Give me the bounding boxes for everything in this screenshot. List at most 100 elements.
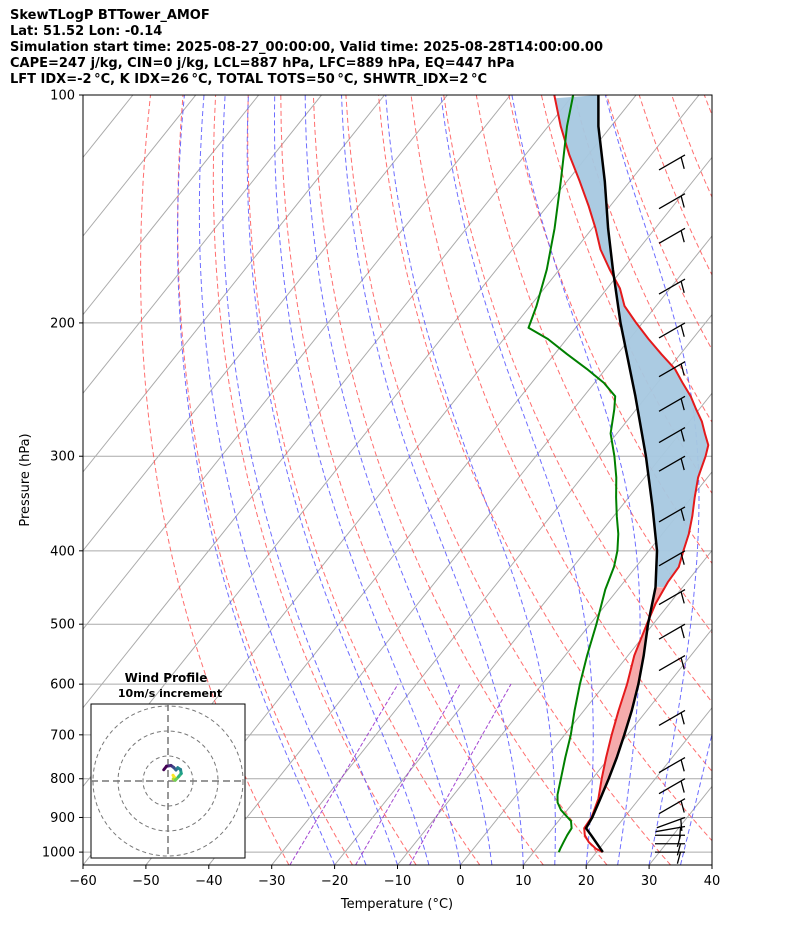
x-tick-label: −60	[69, 874, 96, 889]
wind-barb	[655, 851, 685, 864]
hodograph-subtitle: 10m/s increment	[118, 687, 222, 700]
wind-barb	[655, 825, 686, 840]
dry-adiabat-line	[606, 95, 712, 351]
wind-barb-flag	[680, 230, 685, 243]
wind-barb	[658, 227, 686, 244]
wind-barb	[658, 798, 686, 815]
dry-adiabat-line	[703, 95, 712, 117]
wind-barb	[658, 778, 686, 795]
temperature-profile	[553, 95, 710, 853]
chart-header: SkewTLogP BTTower_AMOF Lat: 51.52 Lon: -…	[10, 8, 603, 88]
isotherm-line	[271, 313, 712, 865]
dry-adiabat-line	[312, 95, 608, 865]
wind-barb	[658, 427, 686, 444]
y-tick-label: 800	[50, 772, 75, 787]
dry-adiabat-line	[212, 95, 417, 865]
wind-barb	[658, 506, 686, 523]
wind-barb	[658, 322, 686, 339]
dry-adiabat-line	[280, 95, 544, 865]
location-line: Lat: 51.52 Lon: -0.14	[10, 24, 163, 39]
wind-barb-flag	[680, 398, 685, 411]
dry-adiabat-line	[475, 95, 712, 634]
y-tick-label: 400	[50, 544, 75, 559]
x-tick-label: −40	[195, 874, 222, 889]
wind-barb-flag	[680, 626, 685, 639]
isotherm-line	[397, 471, 712, 865]
wind-barb-flag	[680, 458, 685, 471]
moist-adiabat-line	[385, 95, 556, 865]
moist-adiabat-line	[604, 95, 700, 865]
dry-adiabat-line	[177, 95, 353, 865]
hodograph-title: Wind Profile	[125, 671, 208, 685]
dry-adiabat-line	[345, 95, 671, 865]
isotherm-line	[83, 95, 448, 552]
wind-barb	[658, 709, 686, 727]
isotherm-line	[83, 95, 385, 473]
wind-barb-flag	[680, 657, 685, 670]
isotherm-line	[145, 156, 712, 865]
wind-barb-flag	[676, 843, 682, 856]
wind-barb-flag	[680, 363, 685, 376]
isotherm-line	[711, 864, 712, 865]
x-tick-label: −30	[258, 874, 285, 889]
wind-barb	[658, 654, 686, 672]
isotherm-line	[83, 95, 322, 395]
indices-line-1: CAPE=247 j/kg, CIN=0 j/kg, LCL=887 hPa, …	[10, 56, 515, 71]
x-tick-label: −50	[132, 874, 159, 889]
mixing-ratio-line	[409, 683, 512, 865]
moist-adiabat-line	[176, 95, 336, 865]
wind-barb	[658, 154, 686, 171]
x-tick-label: −20	[321, 874, 348, 889]
wind-barb-flag	[680, 712, 685, 725]
wind-barb-flag	[680, 780, 685, 793]
moist-adiabat-line	[246, 95, 430, 865]
wind-barb	[658, 455, 686, 472]
x-axis-ticks: −60 −50 −40 −30 −20 −10 0 10 20 30 40	[69, 865, 720, 889]
wind-barb-flag	[680, 429, 685, 442]
y-tick-label: 1000	[42, 846, 75, 861]
x-tick-label: 30	[641, 874, 658, 889]
parcel-profile	[584, 95, 659, 853]
wind-barb-flag	[680, 281, 685, 294]
dry-adiabat-line	[140, 95, 290, 865]
cape-fill	[593, 587, 665, 814]
y-tick-label: 900	[50, 811, 75, 826]
wind-barb	[658, 756, 686, 774]
hodograph-inset: Wind Profile 10m/s increment	[90, 671, 246, 859]
y-axis-ticks: 1000 900 800 700 600 500 400 300 200 100	[42, 89, 83, 861]
moist-adiabat-line	[304, 95, 493, 865]
dewpoint-profile	[527, 95, 620, 853]
wind-barb	[658, 278, 686, 295]
time-line: Simulation start time: 2025-08-27_00:00:…	[10, 40, 603, 55]
isotherm-line	[334, 392, 712, 865]
chart-title: SkewTLogP BTTower_AMOF	[10, 8, 210, 23]
x-tick-label: −10	[384, 874, 411, 889]
y-tick-label: 200	[50, 316, 75, 331]
wind-barb-flag	[680, 508, 685, 521]
x-tick-label: 10	[515, 874, 532, 889]
y-tick-label: 700	[50, 728, 75, 743]
x-tick-label: 0	[456, 874, 464, 889]
isotherm-line	[460, 549, 712, 865]
wind-barb-flag	[680, 324, 685, 337]
isotherm-line	[585, 706, 712, 865]
dry-adiabat-line	[247, 95, 481, 865]
hodograph-segment	[162, 764, 168, 772]
isotherm-line	[83, 95, 511, 630]
wind-barb	[656, 816, 686, 832]
x-axis-label: Temperature (°C)	[340, 897, 453, 912]
y-tick-label: 100	[50, 89, 75, 104]
wind-barb	[658, 193, 686, 210]
wind-barb-flag	[680, 157, 685, 169]
y-tick-label: 300	[50, 450, 75, 465]
moist-adiabat-line	[274, 95, 461, 865]
wind-barb-flag	[680, 591, 685, 604]
wind-barb-flag	[680, 759, 685, 772]
dry-adiabat-line	[378, 95, 712, 842]
profile-lines	[527, 95, 710, 853]
wind-barb-flag	[680, 195, 685, 208]
wind-barb-flag	[680, 818, 683, 832]
isotherm-line	[83, 95, 574, 709]
isotherm-line	[83, 95, 260, 316]
